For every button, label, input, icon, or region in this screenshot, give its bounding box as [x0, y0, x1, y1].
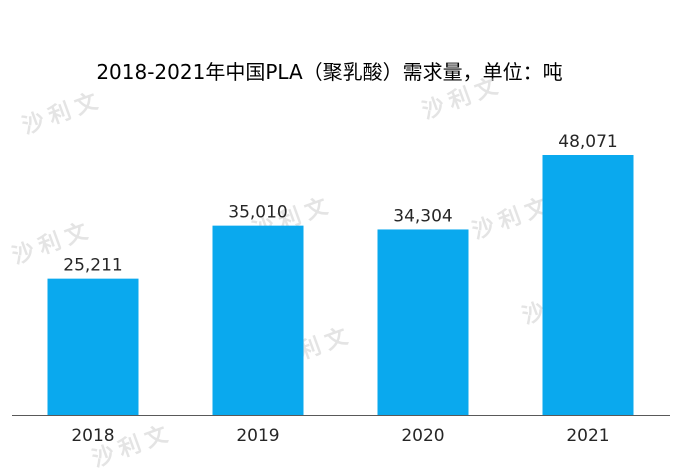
data-label-2020: 34,304 [393, 206, 452, 226]
bar-2019 [212, 225, 304, 415]
chart-title: 2018-2021年中国PLA（聚乳酸）需求量，单位：吨 [0, 56, 683, 85]
bar-2021 [542, 155, 634, 415]
bar-2018 [47, 278, 139, 415]
x-tick-label-2018: 2018 [71, 426, 114, 446]
x-tick-label-2020: 2020 [401, 426, 444, 446]
x-tick-label-2019: 2019 [236, 426, 279, 446]
chart-title-text: 2018-2021年中国PLA（聚乳酸）需求量，单位：吨 [96, 60, 563, 84]
data-label-2019: 35,010 [228, 203, 287, 223]
bar-2020 [377, 229, 469, 415]
x-tick-label-2021: 2021 [566, 426, 609, 446]
data-label-2018: 25,211 [63, 256, 122, 276]
data-label-2021: 48,071 [558, 132, 617, 152]
bar-chart: 25,211 2018 35,010 2019 34,304 2020 48,071 2021 [12, 132, 670, 446]
